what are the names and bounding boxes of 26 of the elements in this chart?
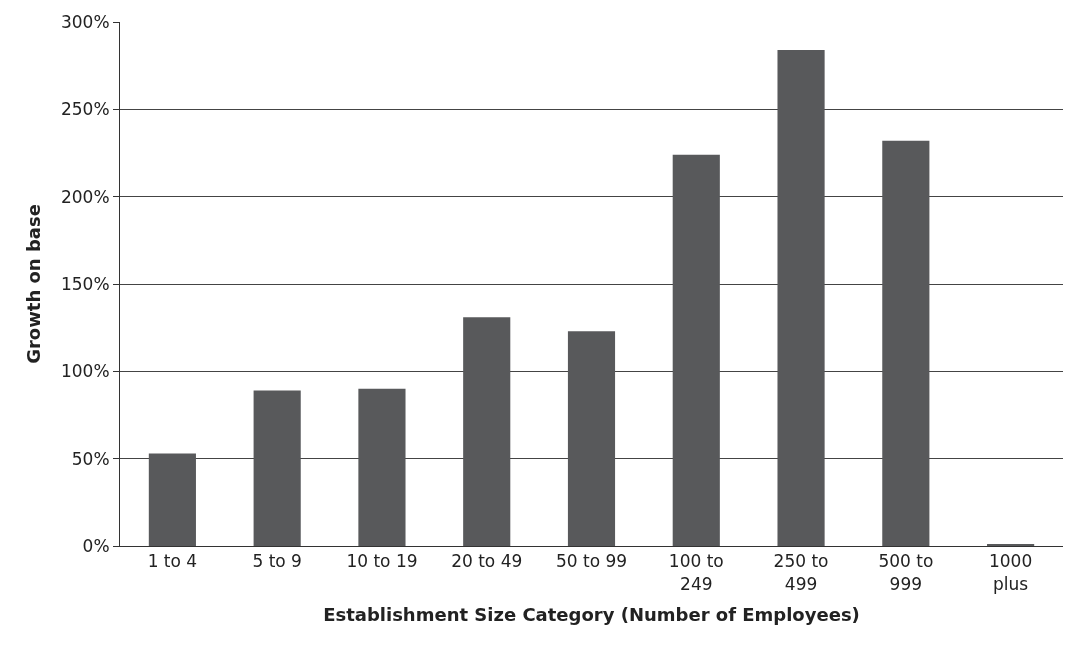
x-tick-label: 5 to 9: [252, 551, 302, 572]
x-tick-label: 1000 plus: [988, 551, 1033, 594]
bar: [358, 388, 406, 546]
bar: [672, 154, 720, 546]
x-tick-label: 20 to 49: [451, 551, 523, 572]
y-axis-title: Growth on base: [23, 204, 45, 364]
x-tick-label: 10 to 19: [346, 551, 418, 572]
y-tick-label: 300%: [60, 11, 110, 32]
x-tick-label: 100 to 249: [668, 551, 724, 594]
bar: [148, 453, 196, 546]
bar: [567, 331, 616, 546]
x-tick-label: 1 to 4: [147, 551, 198, 572]
x-tick-label: 50 to 99: [555, 551, 628, 572]
y-tick-label: 50%: [71, 448, 110, 469]
bar: [253, 390, 301, 546]
bar: [882, 140, 930, 546]
bar: [463, 317, 511, 546]
x-tick-label: 500 to 999: [878, 551, 934, 594]
y-tick-label: 150%: [60, 273, 110, 294]
y-tick-label: 200%: [60, 186, 110, 207]
bar: [777, 49, 825, 546]
y-tick-label: 250%: [60, 99, 110, 120]
x-tick-label: 250 to 499: [773, 551, 829, 594]
y-tick-label: 0%: [82, 535, 110, 556]
x-axis-title: Establishment Size Category (Number of Employees): [323, 603, 860, 625]
y-tick-label: 100%: [60, 361, 110, 382]
